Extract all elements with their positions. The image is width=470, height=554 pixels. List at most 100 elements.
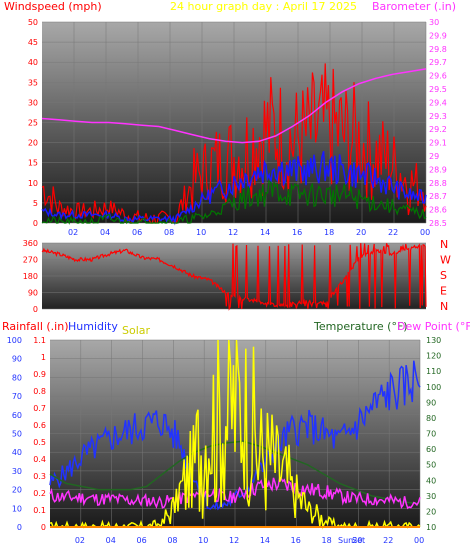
barometer-tick-label: 28.7 (429, 192, 447, 201)
x-tick-label: 00 (414, 536, 424, 545)
humidity-y-axis: 0 10 20 30 40 50 60 70 80 90 100 (7, 336, 22, 532)
barometer-tick-label: 29.8 (429, 45, 447, 54)
compass-label: W (440, 254, 451, 267)
direction-tick-label: 270 (23, 256, 38, 265)
compass-label: N (440, 238, 448, 251)
rainfall-tick-label: 0.9 (33, 370, 46, 379)
x-tick-label: 08 (167, 536, 177, 545)
temperature-tick-label: 30 (426, 492, 436, 501)
x-tick-label: 06 (137, 536, 147, 545)
temperature-tick-label: 80 (426, 414, 436, 423)
sun-label: Sun (338, 536, 353, 545)
direction-tick-label: 0 (33, 305, 38, 314)
windspeed-label: Windspeed (mph) (4, 0, 102, 13)
y-tick-label: 45 (28, 38, 38, 47)
x-tick-label: 16 (291, 536, 301, 545)
barometer-tick-label: 29.7 (429, 58, 447, 67)
dewpoint-line (49, 476, 421, 510)
humidity-tick-label: 100 (7, 336, 22, 345)
humidity-label: Humidity (68, 320, 118, 333)
humidity-tick-label: 10 (12, 504, 22, 513)
rainfall-tick-label: 0.3 (33, 472, 46, 481)
rainfall-tick-label: 0.7 (33, 404, 46, 413)
y-tick-label: 0 (33, 219, 38, 228)
x-tick-label: 20 (356, 228, 366, 237)
temperature-y-axis: 10 20 30 40 50 60 70 80 90 100 110 120 130 (426, 336, 441, 532)
wind-y-axis: 0 5 10 15 20 25 30 35 40 45 50 (28, 18, 38, 228)
rainfall-tick-label: 0.8 (33, 387, 46, 396)
x-tick-label: 12 (229, 536, 239, 545)
rainfall-tick-label: 1 (41, 353, 46, 362)
graph-title: 24 hour graph day : April 17 2025 (170, 0, 357, 13)
humidity-line (49, 360, 421, 511)
x-tick-label: 10 (198, 536, 208, 545)
temperature-tick-label: 100 (426, 383, 441, 392)
barometer-tick-label: 29.6 (429, 72, 447, 81)
y-tick-label: 35 (28, 78, 38, 87)
rainfall-tick-label: 0 (41, 523, 46, 532)
temperature-tick-label: 110 (426, 367, 441, 376)
barometer-tick-label: 29.9 (429, 31, 447, 40)
temperature-tick-label: 120 (426, 352, 441, 361)
direction-tick-label: 90 (28, 289, 38, 298)
barometer-tick-label: 28.5 (429, 219, 447, 228)
wind-avg-line (41, 150, 427, 226)
direction-line (41, 243, 427, 311)
barometer-tick-label: 28.9 (429, 165, 447, 174)
temperature-tick-label: 90 (426, 398, 436, 407)
y-tick-label: 25 (28, 119, 38, 128)
compass-label: E (440, 285, 447, 298)
y-tick-label: 15 (28, 159, 38, 168)
temperature-tick-label: 60 (426, 445, 436, 454)
direction-series (41, 243, 427, 311)
x-tick-label: 18 (322, 536, 332, 545)
rainfall-tick-label: 0.6 (33, 421, 46, 430)
rainfall-tick-label: 1.1 (33, 336, 46, 345)
humidity-tick-label: 70 (12, 392, 22, 401)
solar-label: Solar (122, 324, 151, 337)
compass-label: S (440, 269, 447, 282)
humidity-tick-label: 20 (12, 486, 22, 495)
rainfall-tick-label: 0.2 (33, 489, 46, 498)
temperature-tick-label: 50 (426, 461, 436, 470)
temperature-tick-label: 20 (426, 507, 436, 516)
wind-x-axis: 02 04 06 08 10 12 14 16 18 20 22 00 (68, 228, 430, 237)
barometer-tick-label: 29.2 (429, 125, 447, 134)
barometer-tick-label: 29.3 (429, 112, 447, 121)
y-tick-label: 20 (28, 139, 38, 148)
x-tick-label: 10 (196, 228, 206, 237)
barometer-tick-label: 28.6 (429, 206, 447, 215)
rainfall-label: Rainfall (.in) (2, 320, 69, 333)
wind-min-line (41, 179, 427, 225)
humidity-tick-label: 40 (12, 448, 22, 457)
barometer-label: Barometer (.in) (372, 0, 456, 13)
barometer-y-axis: 28.5 28.6 28.7 28.8 28.9 29 29.1 29.2 29.3 29.4 29… (429, 18, 447, 228)
x-tick-label: 14 (260, 536, 270, 545)
temperature-tick-label: 70 (426, 430, 436, 439)
temperature-label: Temperature (°F) (313, 320, 408, 333)
x-tick-label: 12 (228, 228, 238, 237)
wind-series (41, 63, 427, 226)
x-tick-label: 08 (164, 228, 174, 237)
x-tick-label: 22 (388, 228, 398, 237)
x-tick-label: 20 (352, 536, 362, 545)
x-tick-label: 02 (68, 228, 78, 237)
rainfall-tick-label: 0.4 (33, 455, 46, 464)
rainfall-tick-label: 0.5 (33, 438, 46, 447)
set-label: Set (352, 536, 365, 545)
direction-y-axis: 360 270 180 90 0 (23, 239, 38, 314)
x-tick-label: 06 (132, 228, 142, 237)
temperature-tick-label: 10 (426, 523, 436, 532)
rainfall-tick-label: 0.1 (33, 506, 46, 515)
humidity-tick-label: 0 (17, 523, 22, 532)
rainfall-y-axis: 0 0.1 0.2 0.3 0.4 0.5 0.6 0.7 0.8 0.9 1 1.1 (33, 336, 46, 532)
barometer-line (41, 68, 427, 144)
humidity-tick-label: 90 (12, 355, 22, 364)
x-tick-label: 04 (106, 536, 116, 545)
y-tick-label: 10 (28, 179, 38, 188)
x-tick-label: 16 (292, 228, 302, 237)
barometer-tick-label: 29.4 (429, 98, 447, 107)
x-tick-label: 14 (260, 228, 270, 237)
barometer-tick-label: 28.8 (429, 179, 447, 188)
